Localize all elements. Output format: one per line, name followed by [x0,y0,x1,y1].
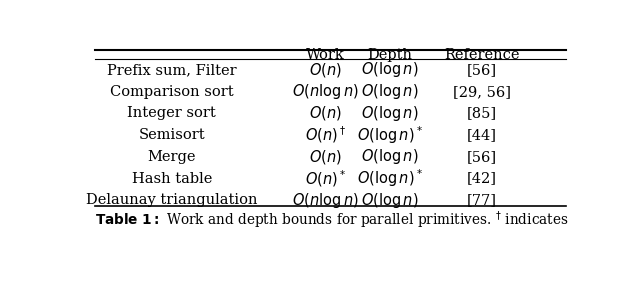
Text: [56]: [56] [467,63,497,77]
Text: [29, 56]: [29, 56] [452,85,511,99]
Text: [42]: [42] [467,172,497,186]
Text: $O(n\log n)$: $O(n\log n)$ [292,82,359,101]
Text: $O(\log n)^*$: $O(\log n)^*$ [357,124,423,146]
Text: $\mathbf{Table\ 1{:}}$ Work and depth bounds for parallel primitives. $^{\dagger: $\mathbf{Table\ 1{:}}$ Work and depth bo… [95,209,568,231]
Text: Integer sort: Integer sort [127,106,216,120]
Text: $O(\log n)$: $O(\log n)$ [361,104,419,123]
Text: Hash table: Hash table [132,172,212,186]
Text: $O(n)$: $O(n)$ [309,148,342,166]
Text: [77]: [77] [467,193,497,207]
Text: $O(n)$: $O(n)$ [309,104,342,122]
Text: Prefix sum, Filter: Prefix sum, Filter [107,63,237,77]
Text: $O(\log n)$: $O(\log n)$ [361,82,419,101]
Text: $O(\log n)^*$: $O(\log n)^*$ [357,168,423,189]
Text: Semisort: Semisort [138,128,205,142]
Text: $O(\log n)$: $O(\log n)$ [361,60,419,79]
Text: $O(n)$: $O(n)$ [309,61,342,79]
Text: [44]: [44] [467,128,497,142]
Text: [85]: [85] [467,106,497,120]
Text: [56]: [56] [467,150,497,164]
Text: Depth: Depth [367,48,413,61]
Text: $O(\log n)$: $O(\log n)$ [361,147,419,166]
Text: Merge: Merge [147,150,196,164]
Text: Reference: Reference [444,48,520,61]
Text: $O(n)^*$: $O(n)^*$ [305,168,346,189]
Text: Comparison sort: Comparison sort [110,85,234,99]
Text: $O(n\log n)$: $O(n\log n)$ [292,191,359,210]
Text: Delaunay triangulation: Delaunay triangulation [86,193,257,207]
Text: $O(n)^\dagger$: $O(n)^\dagger$ [305,125,346,146]
Text: Work: Work [306,48,345,61]
Text: $O(\log n)$: $O(\log n)$ [361,191,419,210]
